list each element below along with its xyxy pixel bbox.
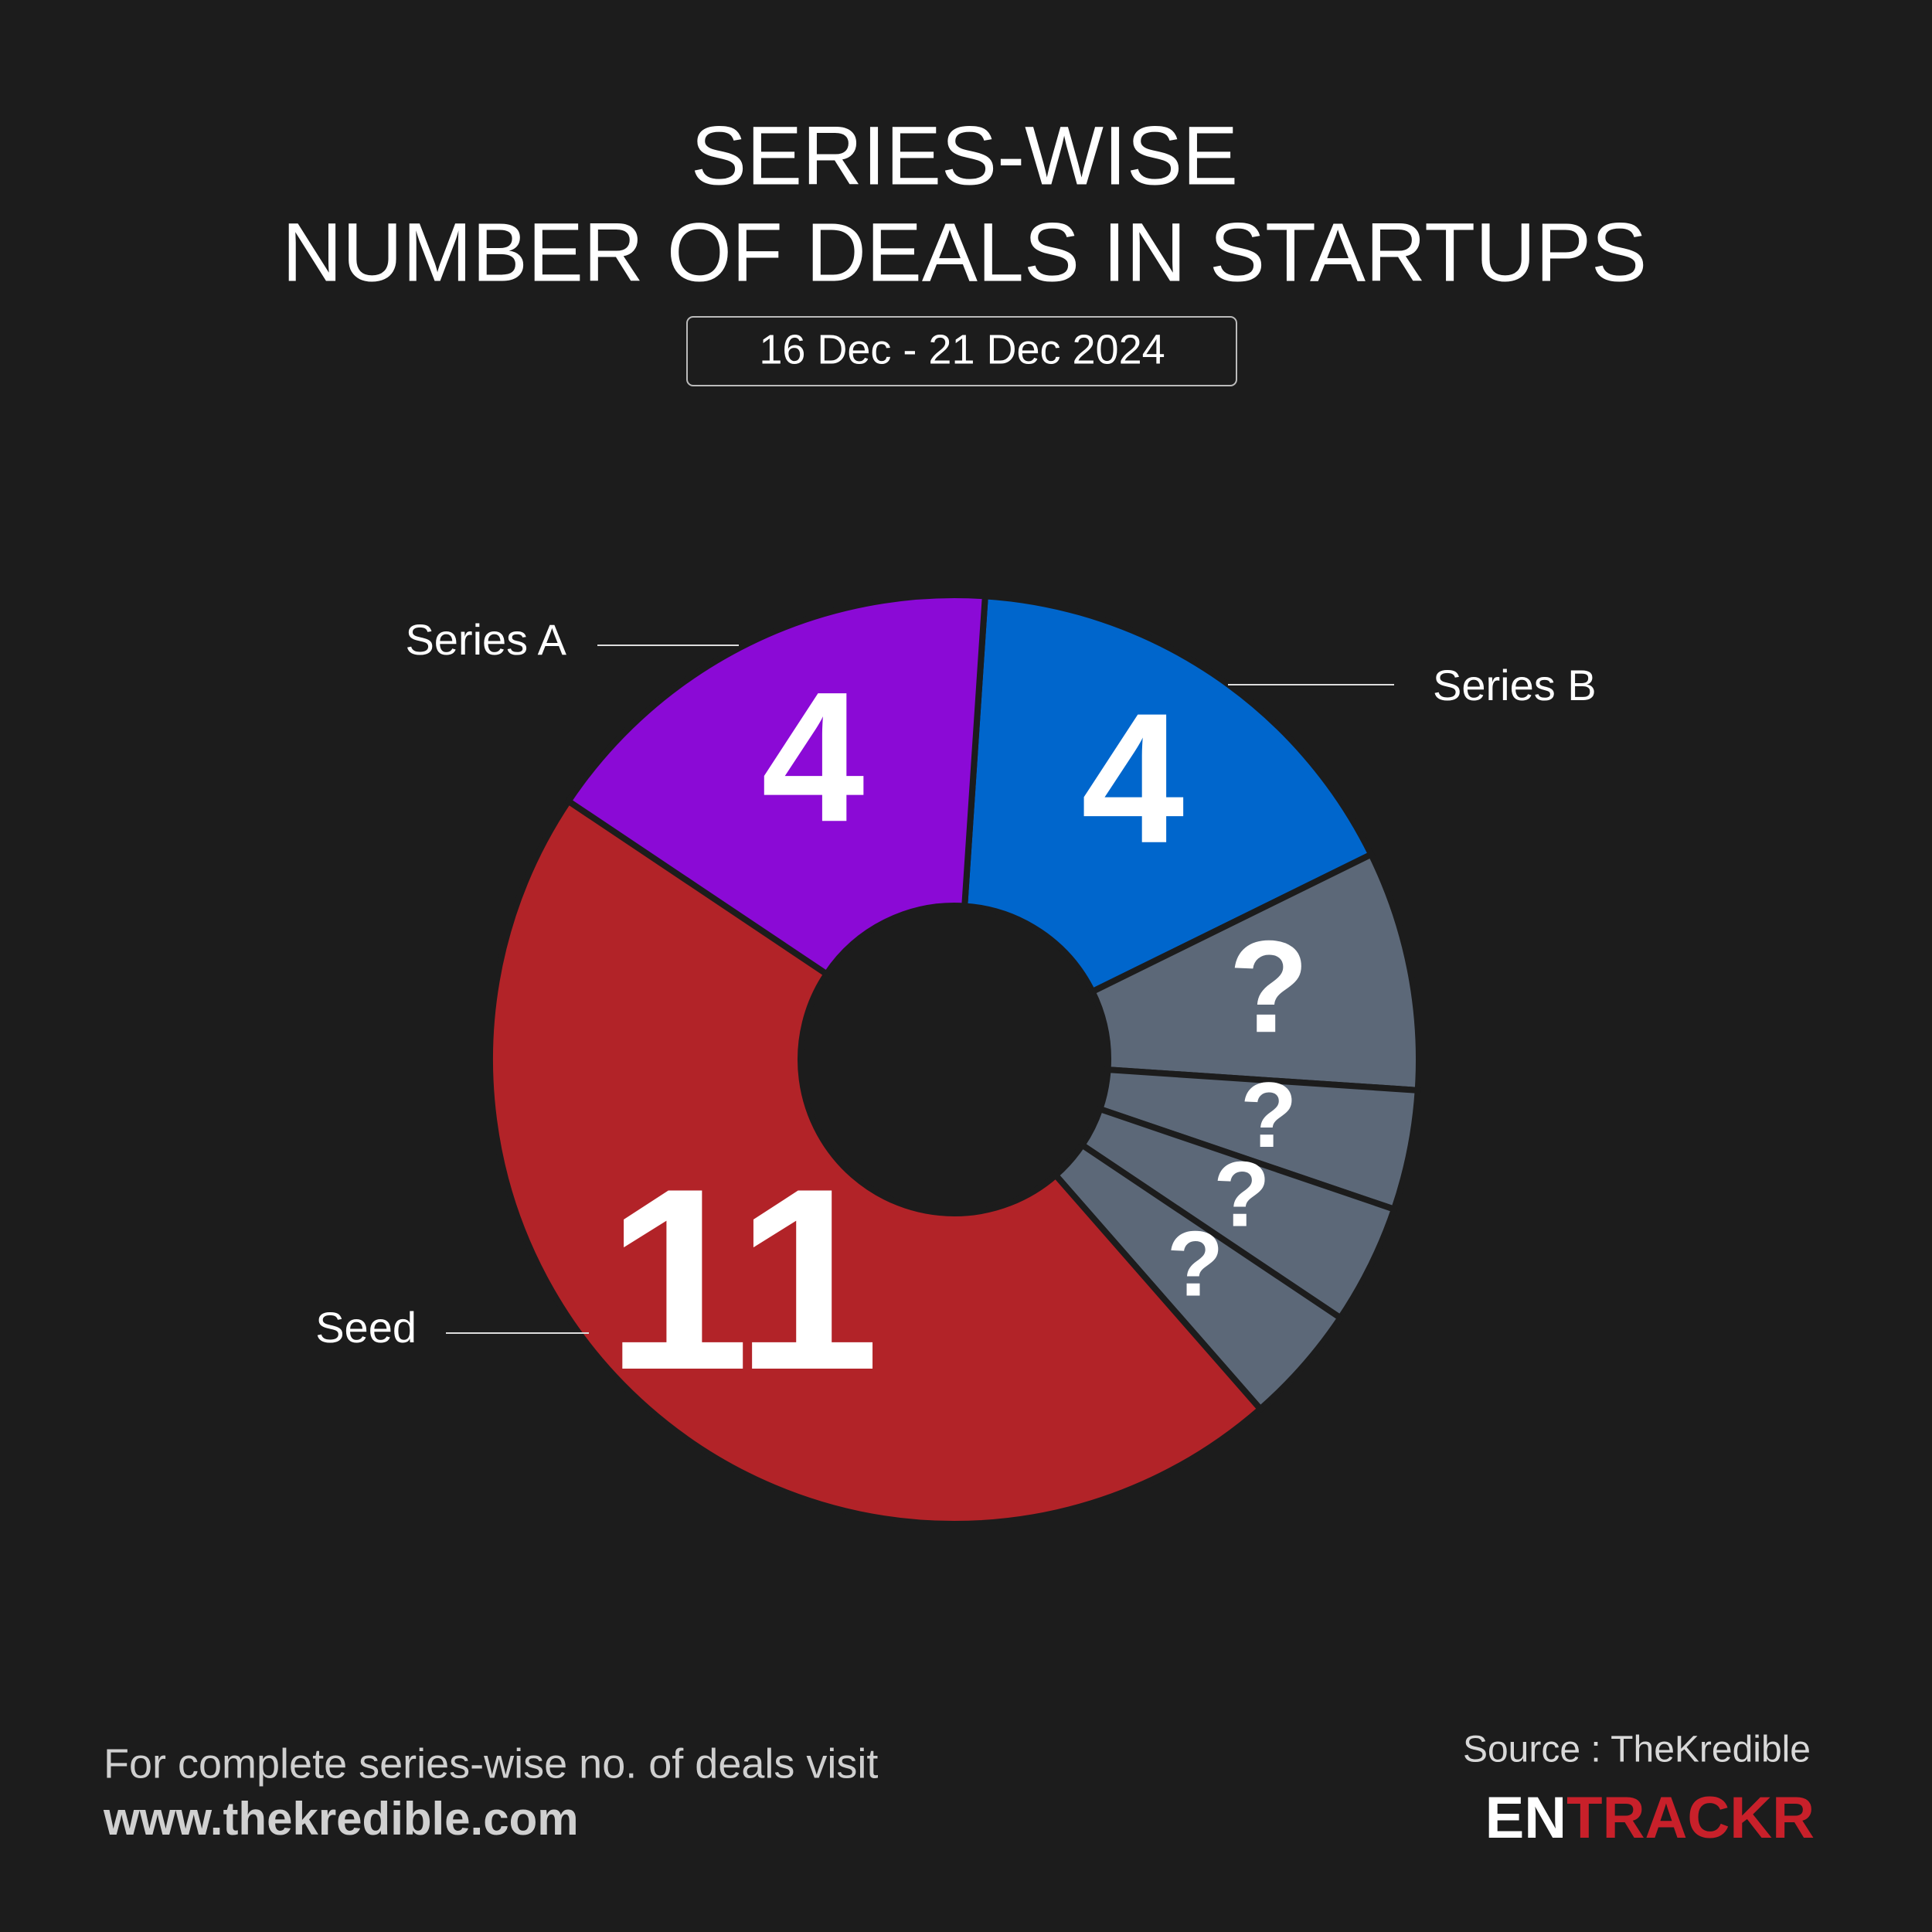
subtitle: 16 Dec - 21 Dec 2024 xyxy=(759,326,1165,372)
data-label: 4 xyxy=(1081,675,1184,882)
category-label: Series B xyxy=(1433,661,1597,709)
footer-note: For complete series-wise no. of deals vi… xyxy=(104,1740,878,1787)
data-label: ? xyxy=(1240,1063,1297,1167)
brand-part: EN xyxy=(1485,1785,1567,1851)
donut-segment xyxy=(487,797,1265,1527)
donut: 4 Series B???? 11 Seed 4 Series A xyxy=(315,592,1597,1527)
data-label: ? xyxy=(1167,1212,1223,1315)
source: Source : TheKredible xyxy=(1463,1730,1811,1770)
data-label: ? xyxy=(1229,913,1309,1060)
subtitle-box xyxy=(686,316,1237,386)
donut-segment xyxy=(1088,850,1422,1094)
category-label: Seed xyxy=(315,1303,417,1352)
chart-title: NUMBER OF DEALS IN STARTUPS xyxy=(282,206,1647,299)
data-label: 4 xyxy=(761,653,864,860)
chart-title: SERIES-WISE xyxy=(691,109,1238,202)
data-label: ? xyxy=(1213,1142,1270,1246)
category-label: Series A xyxy=(405,615,566,664)
brand: ENTRACKR xyxy=(1485,1785,1815,1851)
data-label: 11 xyxy=(606,1134,879,1423)
donut-segment xyxy=(564,592,989,978)
brand-part: TRACKR xyxy=(1566,1785,1815,1851)
donut-segment xyxy=(961,593,1376,996)
footer-link: www.thekredible.com xyxy=(103,1793,579,1845)
